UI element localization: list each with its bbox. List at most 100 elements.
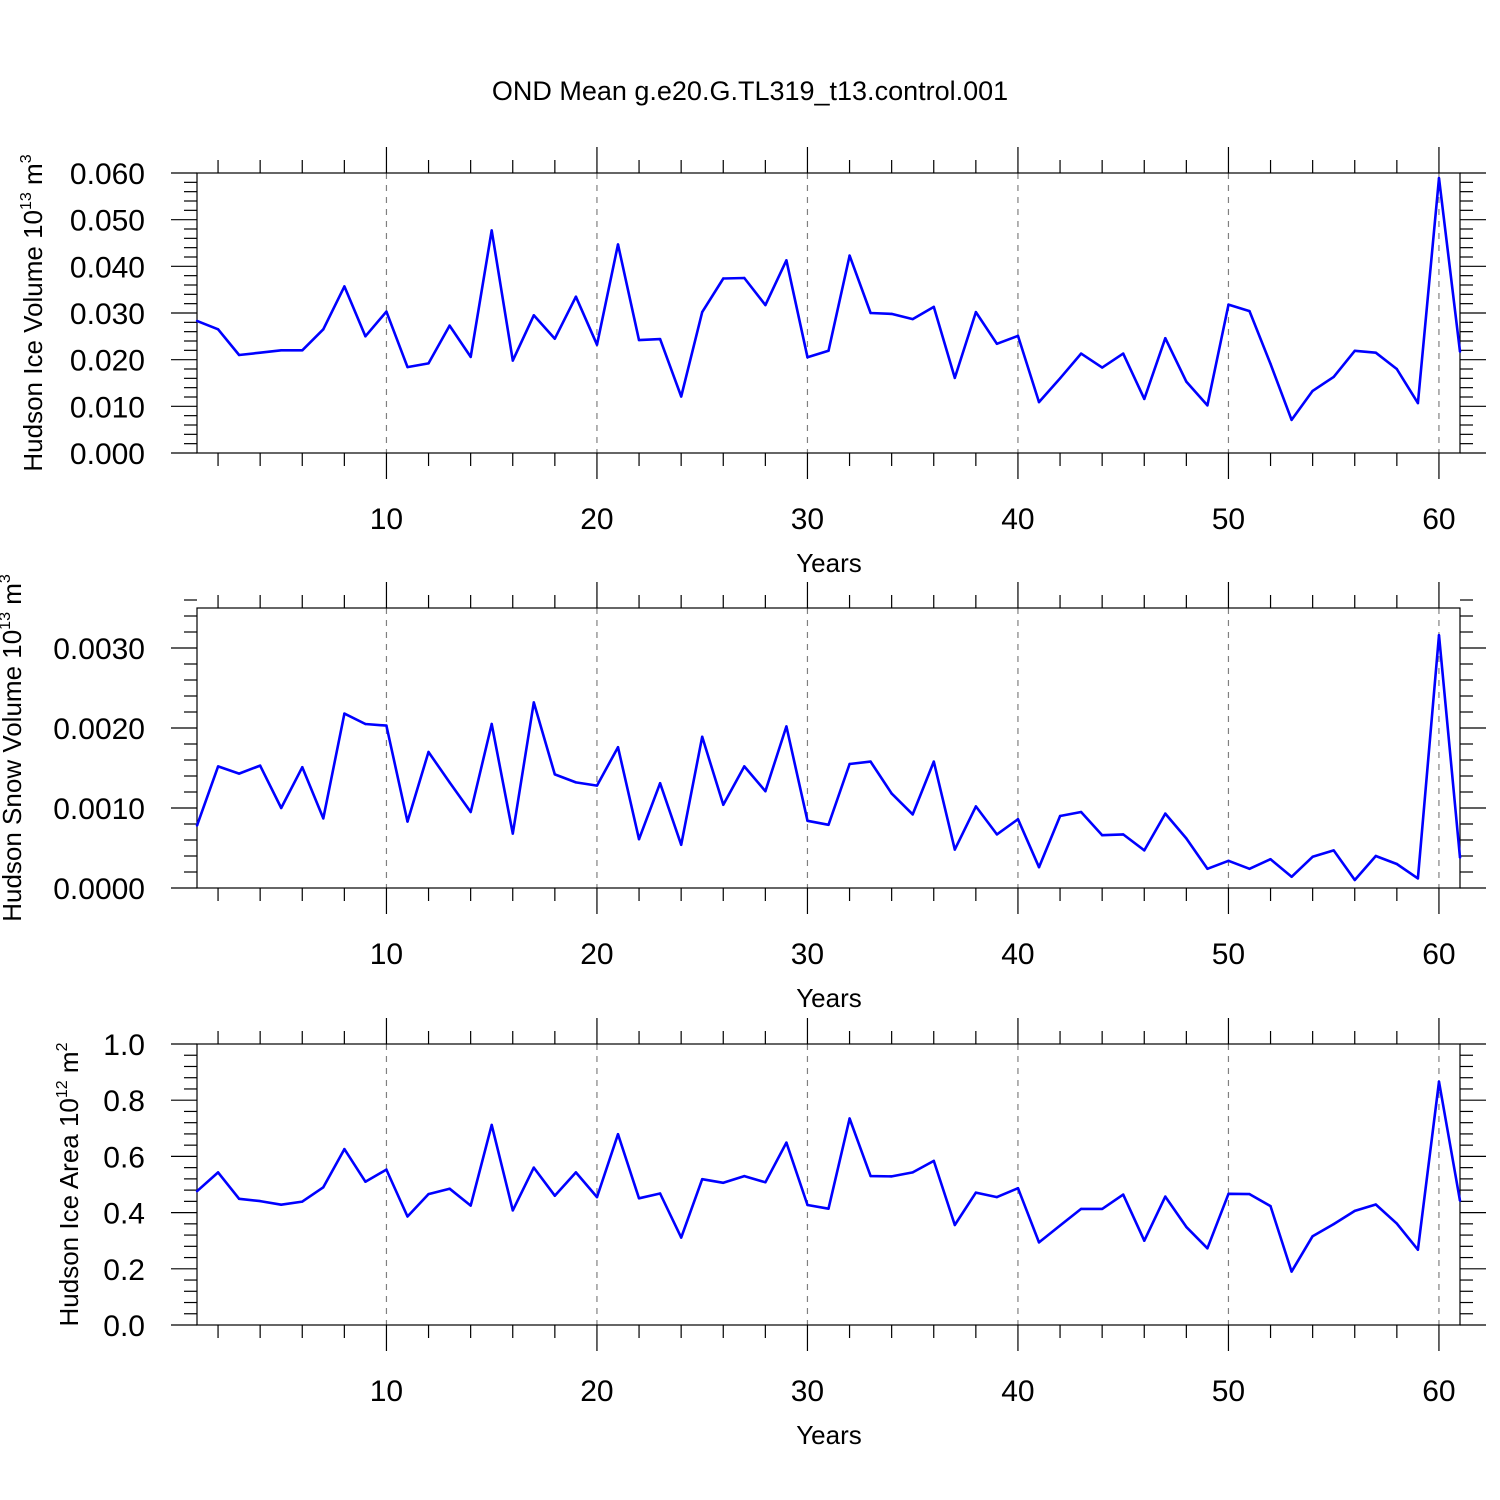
- data-point: [658, 782, 662, 785]
- data-point: [995, 833, 999, 836]
- data-point: [1269, 858, 1272, 861]
- data-point: [1079, 810, 1083, 814]
- x-axis-label: Years: [796, 1420, 862, 1450]
- data-point: [490, 722, 493, 726]
- data-point: [1332, 1222, 1335, 1226]
- y-tick-label: 0.020: [70, 345, 145, 378]
- data-point: [1037, 1241, 1041, 1244]
- y-axis-label-text: m: [0, 583, 27, 612]
- data-point: [1458, 1199, 1462, 1202]
- data-point: [1016, 334, 1020, 338]
- y-tick-label: 0.000: [70, 438, 145, 471]
- data-point: [385, 310, 388, 313]
- plot-frame: [196, 1043, 1461, 1326]
- x-tick-label: 20: [580, 938, 613, 971]
- y-axis-label-text: Hudson Ice Volume 10: [18, 210, 48, 472]
- data-point: [448, 1187, 451, 1190]
- data-point: [1143, 849, 1146, 852]
- panel-3: 10 20 30 40 50 60 0.0 0.2 0.4 0.6 0.8 1.0 Years Hudso…: [54, 1018, 1486, 1450]
- x-axis-label: Years: [796, 983, 862, 1013]
- data-point: [848, 762, 851, 766]
- data-point: [280, 349, 283, 352]
- x-tick-label: 40: [1001, 1375, 1034, 1408]
- y-axis-label-superscript: 13: [18, 192, 35, 210]
- data-point: [974, 805, 978, 808]
- y-tick-label: 0.4: [103, 1198, 145, 1231]
- data-point: [406, 1215, 409, 1218]
- data-point: [1458, 350, 1462, 353]
- data-point: [701, 310, 704, 314]
- y-tick-label: 0.2: [103, 1254, 145, 1287]
- x-tick-label: 60: [1422, 938, 1455, 971]
- data-point: [1079, 352, 1083, 355]
- data-point: [1374, 351, 1378, 354]
- x-tick-label: 30: [791, 938, 824, 971]
- data-point: [1206, 404, 1209, 407]
- y-tick-label: 0.8: [103, 1085, 145, 1118]
- data-point: [679, 395, 683, 398]
- data-point: [343, 712, 346, 715]
- data-point: [658, 1192, 662, 1195]
- data-point: [1395, 367, 1399, 371]
- data-point: [364, 335, 367, 338]
- data-point: [237, 1197, 241, 1201]
- data-point: [280, 806, 283, 810]
- x-tick-label: 60: [1422, 503, 1455, 536]
- y-tick-label: 0.6: [103, 1141, 145, 1174]
- y-tick-label: 0.0020: [53, 713, 145, 746]
- data-point: [722, 803, 725, 806]
- data-point: [1185, 837, 1188, 840]
- data-point: [806, 356, 809, 359]
- x-tick-label: 20: [580, 1375, 613, 1408]
- data-point: [785, 725, 788, 728]
- data-point: [1016, 1186, 1020, 1190]
- data-point: [258, 1199, 262, 1203]
- data-point: [1416, 401, 1420, 405]
- y-axis-label-superscript: 2: [54, 1042, 71, 1051]
- data-point: [511, 832, 514, 835]
- data-point: [1290, 418, 1293, 422]
- data-point: [364, 722, 367, 726]
- data-point: [911, 1171, 914, 1174]
- data-point: [1164, 337, 1167, 340]
- y-tick-label: 0.060: [70, 158, 145, 191]
- data-point: [1227, 303, 1230, 306]
- data-point: [216, 765, 220, 768]
- data-point: [343, 285, 346, 288]
- data-point: [953, 848, 956, 851]
- data-point: [995, 342, 999, 345]
- data-point: [974, 310, 978, 314]
- data-point: [1416, 1248, 1420, 1251]
- data-point: [1143, 397, 1146, 401]
- data-point: [1458, 856, 1462, 859]
- data-point: [1037, 866, 1041, 869]
- data-point: [1248, 1192, 1251, 1196]
- data-point: [616, 1133, 620, 1136]
- data-point: [722, 1181, 725, 1185]
- data-point: [1437, 1080, 1441, 1083]
- data-point: [469, 810, 472, 814]
- y-axis-label: Hudson Ice Area 1012 m2: [54, 1042, 84, 1326]
- data-point: [679, 1236, 683, 1239]
- data-point: [869, 311, 872, 315]
- data-point: [616, 243, 620, 246]
- y-axis-label-text: Hudson Snow Volume 10: [0, 630, 27, 922]
- data-point: [490, 229, 493, 232]
- data-point: [322, 817, 325, 820]
- x-tick-label: 20: [580, 503, 613, 536]
- y-axis-label: Hudson Ice Volume 1013 m3: [18, 154, 48, 471]
- data-point: [216, 328, 220, 331]
- data-point: [932, 760, 935, 763]
- data-point: [785, 259, 788, 262]
- chart-title: OND Mean g.e20.G.TL319_t13.control.001: [492, 76, 1008, 106]
- data-point: [1185, 1225, 1188, 1229]
- y-axis-label-text: Hudson Ice Area 10: [54, 1098, 84, 1326]
- data-point: [574, 781, 578, 784]
- x-tick-label: 10: [370, 938, 403, 971]
- data-point: [701, 1177, 704, 1181]
- data-point: [911, 813, 914, 816]
- y-axis-label-text: m: [18, 163, 48, 192]
- plot-frame: [196, 607, 1461, 889]
- data-point: [1143, 1239, 1146, 1242]
- y-tick-label: 0.0010: [53, 793, 145, 826]
